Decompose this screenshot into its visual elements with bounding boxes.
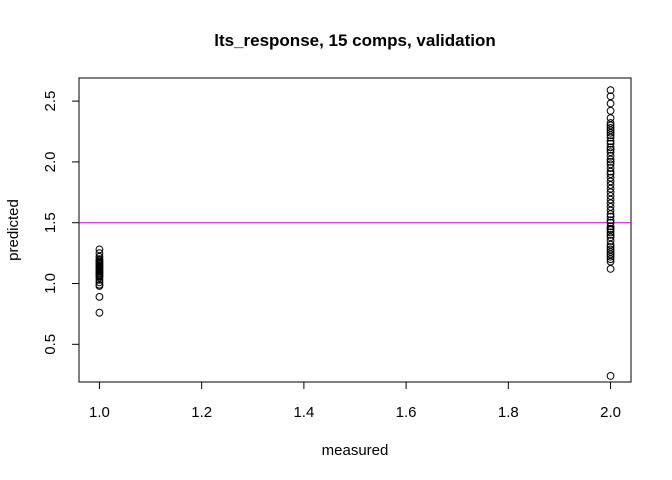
x-axis-label: measured: [322, 442, 389, 459]
y-tick-label: 1.0: [42, 273, 59, 294]
data-point: [606, 106, 615, 115]
data-point: [95, 308, 104, 317]
data-point: [606, 206, 615, 215]
data-point: [606, 212, 615, 221]
data-point: [606, 128, 615, 137]
data-point: [606, 145, 615, 154]
data-point: [606, 131, 615, 140]
y-tick-label: 0.5: [42, 334, 59, 355]
data-point: [606, 372, 615, 380]
data-point: [606, 216, 615, 225]
data-point: [606, 137, 615, 146]
data-point: [606, 230, 615, 239]
data-point: [606, 252, 615, 261]
x-tick-label: 1.4: [293, 404, 314, 421]
data-point: [606, 99, 615, 108]
data-point: [95, 282, 104, 290]
data-point: [95, 278, 104, 287]
x-axis: 1.0 1.2 1.4 1.6 1.8 2.0: [89, 381, 621, 421]
y-tick-label: 2.0: [42, 151, 59, 172]
data-point: [606, 237, 615, 245]
y-axis-label: predicted: [5, 199, 22, 261]
y-tick-label: 1.5: [42, 212, 59, 233]
data-point: [606, 86, 615, 95]
data-point: [606, 133, 615, 142]
data-point: [606, 167, 615, 176]
data-point: [606, 265, 615, 273]
data-point: [606, 155, 615, 164]
data-point: [606, 222, 615, 231]
x-tick-label: 1.0: [89, 404, 110, 421]
data-point: [606, 228, 615, 237]
x-tick-label: 1.6: [396, 404, 417, 421]
data-points: [95, 86, 615, 380]
data-point: [95, 275, 104, 284]
data-point: [95, 292, 104, 301]
chart-title: lts_response, 15 comps, validation: [214, 31, 496, 50]
data-point: [606, 255, 615, 264]
y-axis: 0.5 1.0 1.5 2.0 2.5: [42, 91, 80, 355]
data-point: [606, 224, 615, 233]
x-tick-label: 1.2: [191, 404, 212, 421]
x-tick-label: 1.8: [498, 404, 519, 421]
data-point: [606, 139, 615, 148]
data-point: [606, 151, 615, 160]
data-point: [606, 158, 615, 166]
y-tick-label: 2.5: [42, 91, 59, 112]
plot-frame: [78, 77, 632, 383]
data-point: [606, 143, 615, 152]
x-tick-label: 2.0: [600, 404, 621, 421]
data-point: [606, 164, 615, 172]
data-point: [606, 210, 615, 219]
